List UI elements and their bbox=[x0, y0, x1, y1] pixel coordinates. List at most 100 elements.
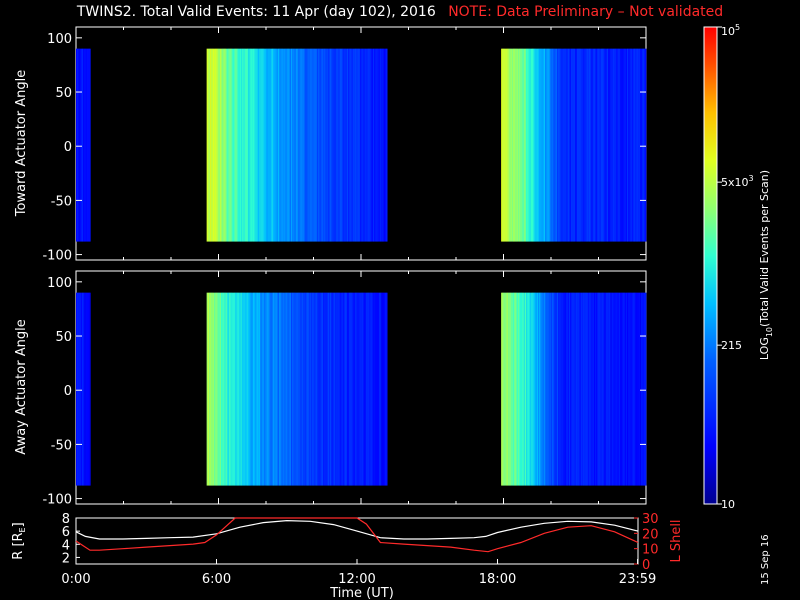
heatmap-cell bbox=[296, 48, 299, 242]
heatmap-cell bbox=[356, 292, 358, 486]
heatmap-cell bbox=[377, 48, 380, 242]
y-tick-label: 100 bbox=[47, 32, 72, 47]
heatmap-cell bbox=[381, 48, 383, 242]
heatmap-cell bbox=[504, 48, 507, 242]
heatmap-cell bbox=[573, 48, 576, 242]
heatmap-cell bbox=[627, 292, 629, 486]
y-tick-label: 0 bbox=[64, 140, 72, 155]
heatmap-cell bbox=[274, 48, 276, 242]
heatmap-cell bbox=[380, 48, 382, 242]
heatmap-cell bbox=[381, 292, 383, 486]
heatmap-cell bbox=[623, 48, 626, 242]
ephemeris-panel-frame bbox=[75, 517, 639, 565]
heatmap-cell bbox=[572, 292, 574, 486]
heatmap-cell bbox=[324, 292, 326, 486]
heatmap-cell bbox=[231, 48, 234, 242]
heatmap-cell bbox=[220, 48, 223, 242]
heatmap-cell bbox=[76, 48, 78, 242]
heatmap-cell bbox=[616, 292, 618, 486]
heatmap-cell bbox=[334, 292, 337, 486]
x-tick-label: 0:00 bbox=[61, 572, 90, 587]
ephemeris-left-tick-label: 4 bbox=[62, 538, 70, 553]
ephemeris-left-tick-label: 6 bbox=[62, 525, 70, 540]
heatmap-cell bbox=[309, 48, 312, 242]
heatmap-cell bbox=[325, 292, 327, 486]
heatmap-cell bbox=[355, 292, 357, 486]
heatmap-cell bbox=[323, 48, 325, 242]
heatmap-cell bbox=[211, 48, 213, 242]
heatmap-cell bbox=[385, 292, 388, 486]
heatmap-cell bbox=[263, 48, 266, 242]
heatmap-cell bbox=[503, 48, 506, 242]
heatmap-cell bbox=[283, 48, 286, 242]
heatmap-cell bbox=[213, 48, 216, 242]
heatmap-cell bbox=[252, 48, 255, 242]
heatmap-cell bbox=[78, 292, 80, 486]
x-tick-label: 6:00 bbox=[202, 572, 231, 587]
heatmap-cell bbox=[548, 292, 551, 486]
heatmap-cell bbox=[508, 48, 510, 242]
heatmap-cell bbox=[273, 48, 275, 242]
heatmap-cell bbox=[292, 292, 294, 486]
heatmap-cell bbox=[632, 48, 635, 242]
heatmap-cell bbox=[352, 48, 355, 242]
heatmap-cell bbox=[298, 48, 300, 242]
heatmap-cell bbox=[356, 48, 358, 242]
heatmap-cell bbox=[368, 48, 370, 242]
heatmap-cell bbox=[347, 292, 350, 486]
heatmap-cell bbox=[555, 48, 558, 242]
y-tick-label: -100 bbox=[42, 493, 72, 508]
heatmap-cell bbox=[590, 292, 592, 486]
heatmap-cell bbox=[209, 292, 211, 486]
heatmap-cell bbox=[572, 48, 574, 242]
heatmap-cell bbox=[631, 292, 634, 486]
heatmap-cell bbox=[366, 48, 369, 242]
heatmap-cell bbox=[568, 292, 571, 486]
heatmap-cell bbox=[371, 292, 374, 486]
heatmap-cell bbox=[552, 48, 554, 242]
heatmap-cell bbox=[358, 292, 361, 486]
heatmap-cell bbox=[317, 292, 319, 486]
heatmap-cell bbox=[560, 48, 563, 242]
heatmap-cell bbox=[256, 292, 259, 486]
heatmap-cell bbox=[548, 48, 551, 242]
heatmap-cell bbox=[644, 48, 647, 242]
heatmap-cell bbox=[344, 48, 346, 242]
heatmap-cell bbox=[260, 48, 262, 242]
heatmap-cell bbox=[603, 48, 605, 242]
heatmap-cell bbox=[302, 292, 305, 486]
heatmap-cell bbox=[290, 48, 293, 242]
heatmap-cell bbox=[566, 292, 569, 486]
heatmap-cell bbox=[226, 48, 229, 242]
heatmap-cell bbox=[84, 292, 86, 486]
heatmap-cell bbox=[271, 48, 274, 242]
heatmap-cell bbox=[551, 48, 553, 242]
heatmap-cell bbox=[245, 48, 248, 242]
heatmap-cell bbox=[515, 48, 517, 242]
heatmap-cell bbox=[508, 292, 510, 486]
heatmap-cell bbox=[343, 48, 345, 242]
heatmap-cell bbox=[332, 48, 335, 242]
heatmap-cell bbox=[617, 292, 620, 486]
y-tick-label: -100 bbox=[42, 249, 72, 264]
toward-y-axis: 100 50 0 -50 -100 bbox=[42, 27, 647, 264]
heatmap-cell bbox=[517, 292, 520, 486]
heatmap-cell bbox=[269, 48, 272, 242]
heatmap-cell bbox=[280, 48, 282, 242]
heatmap-cell bbox=[214, 292, 217, 486]
heatmap-cell bbox=[328, 48, 331, 242]
heatmap-cell bbox=[282, 48, 285, 242]
heatmap-cell bbox=[285, 48, 287, 242]
heatmap-cell bbox=[256, 48, 259, 242]
heatmap-cell bbox=[306, 292, 308, 486]
heatmap-cell bbox=[77, 48, 79, 242]
heatmap-cell bbox=[351, 292, 354, 486]
heatmap-cell bbox=[238, 292, 241, 486]
heatmap-cell bbox=[352, 292, 355, 486]
heatmap-cell bbox=[578, 292, 580, 486]
heatmap-cell bbox=[323, 292, 325, 486]
heatmap-cell bbox=[583, 48, 585, 242]
heatmap-cell bbox=[528, 292, 531, 486]
heatmap-cell bbox=[318, 48, 320, 242]
heatmap-cell bbox=[627, 48, 629, 242]
